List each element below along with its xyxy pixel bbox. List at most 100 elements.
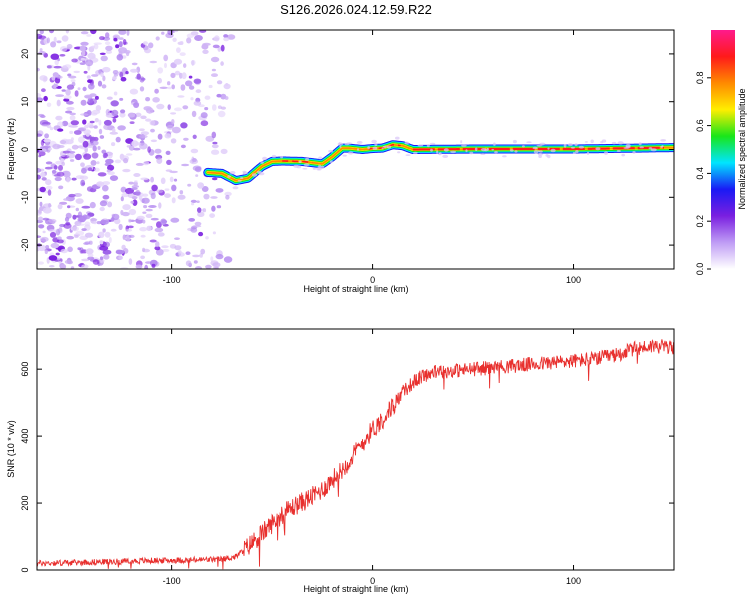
noise-blob — [145, 208, 153, 212]
ridge-speck — [374, 142, 378, 147]
noise-blob — [113, 37, 118, 42]
noise-blob — [56, 40, 62, 44]
y-tick-label: 10 — [20, 97, 30, 107]
noise-blob — [46, 102, 52, 108]
noise-blob — [55, 115, 63, 121]
noise-blob — [215, 188, 224, 193]
noise-blob — [37, 149, 40, 153]
noise-blob — [67, 205, 71, 209]
noise-blob — [96, 181, 105, 187]
noise-blob — [146, 107, 154, 114]
noise-blob — [54, 174, 61, 177]
noise-blob — [183, 63, 187, 68]
noise-blob — [126, 153, 133, 156]
noise-blob — [140, 177, 149, 181]
noise-blob — [73, 70, 80, 74]
ridge-speck — [469, 151, 474, 155]
noise-blob — [185, 80, 193, 87]
noise-blob — [59, 54, 66, 57]
noise-blob — [64, 216, 70, 222]
ridge-speck — [586, 151, 590, 155]
noise-blob — [154, 246, 161, 251]
ridge-speck — [356, 140, 363, 144]
noise-blob — [214, 266, 219, 269]
noise-blob — [71, 177, 77, 181]
noise-blob — [204, 107, 209, 111]
noise-blob — [179, 41, 184, 45]
noise-blob — [173, 178, 178, 182]
noise-blob — [92, 259, 100, 265]
noise-blob — [123, 157, 129, 164]
y-tick-label: -20 — [20, 239, 30, 252]
noise-blob — [86, 186, 94, 192]
noise-blob — [211, 131, 217, 139]
noise-blob — [65, 89, 71, 96]
colorbar-tick-label: 0.0 — [695, 263, 705, 276]
y-tick-label: 600 — [20, 362, 30, 377]
ridge-speck — [450, 150, 457, 154]
noise-blob — [139, 76, 145, 83]
ridge-speck — [460, 144, 467, 147]
noise-blob — [147, 146, 151, 153]
noise-blob — [172, 37, 177, 42]
noise-blob — [84, 232, 94, 238]
noise-blob — [59, 140, 67, 145]
noise-blob — [194, 166, 202, 173]
noise-blob — [91, 45, 95, 49]
ridge-speck — [251, 173, 258, 177]
noise-blob — [63, 223, 72, 229]
noise-blob — [223, 34, 229, 38]
noise-blob — [125, 229, 133, 232]
noise-blob — [190, 97, 194, 101]
noise-blob — [192, 134, 197, 139]
noise-blob — [40, 139, 45, 147]
noise-blob — [211, 73, 218, 77]
ridge-speck — [601, 139, 607, 143]
noise-blob — [121, 211, 130, 217]
snr-frame — [36, 328, 675, 571]
noise-blob — [61, 161, 65, 166]
ridge-speck — [638, 142, 642, 146]
ridge-speck — [484, 149, 488, 152]
noise-blob — [66, 235, 74, 240]
ridge-speck — [442, 154, 449, 158]
noise-blob — [52, 72, 59, 78]
ridge-speck — [595, 147, 601, 151]
noise-blob — [37, 97, 44, 103]
noise-blob — [42, 230, 46, 234]
ridge-speck — [526, 141, 532, 144]
noise-blob — [195, 89, 202, 94]
ridge-speck — [260, 161, 264, 164]
noise-blob — [80, 31, 89, 35]
noise-blob — [139, 192, 144, 198]
noise-blob — [193, 260, 198, 264]
noise-blob — [69, 130, 74, 134]
noise-blob — [109, 131, 119, 135]
noise-blob — [103, 241, 110, 248]
noise-blob — [164, 133, 172, 139]
ridge-speck — [661, 145, 664, 148]
ridge-speck — [512, 139, 517, 144]
noise-blob — [151, 263, 156, 268]
noise-blob — [89, 98, 97, 105]
colorbar-label: Normalized spectral amplitude — [737, 88, 747, 209]
noise-blob — [80, 113, 89, 116]
noise-blob — [71, 58, 78, 63]
noise-blob — [73, 130, 82, 135]
noise-blob — [127, 225, 134, 229]
y-tick-label: 400 — [20, 429, 30, 444]
noise-blob — [105, 45, 113, 51]
noise-blob — [89, 120, 95, 124]
noise-blob — [50, 242, 60, 249]
noise-blob — [105, 108, 110, 116]
noise-blob — [60, 264, 67, 269]
noise-blob — [154, 227, 164, 233]
noise-blob — [50, 41, 57, 48]
noise-blob — [205, 135, 215, 142]
noise-blob — [205, 264, 212, 269]
noise-blob — [199, 30, 207, 33]
noise-blob — [93, 43, 99, 50]
noise-blob — [133, 102, 140, 108]
noise-blob — [213, 35, 220, 42]
noise-blob — [80, 162, 85, 167]
